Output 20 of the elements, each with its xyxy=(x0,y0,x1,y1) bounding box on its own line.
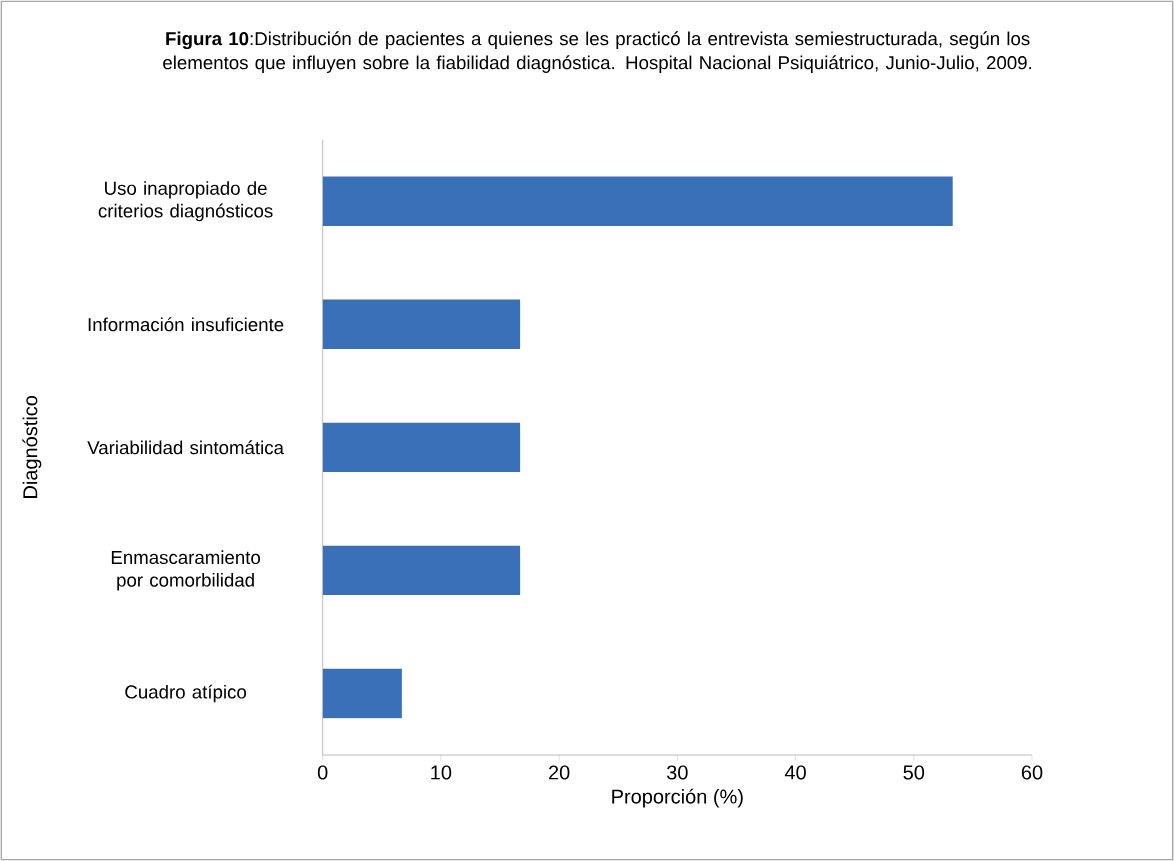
bar xyxy=(322,176,953,226)
x-tick-label: 40 xyxy=(784,765,806,780)
x-tick-label: 60 xyxy=(1021,765,1043,780)
bar xyxy=(322,422,521,473)
y-tick-label: Cuadro atípico xyxy=(125,684,247,703)
bar xyxy=(322,545,521,596)
y-tick-label: Información insuficiente xyxy=(88,317,284,332)
x-tick-label: 20 xyxy=(548,765,570,780)
bar xyxy=(322,668,402,719)
x-tick-label: 50 xyxy=(903,765,925,780)
y-tick-label: Variabilidad sintomática xyxy=(87,440,284,455)
x-tick-label: 0 xyxy=(317,765,328,780)
x-tick-label: 30 xyxy=(666,765,688,780)
x-tick-label: 10 xyxy=(431,765,452,780)
chart-title: Figura 10:Distribución de pacientes a quienes se les practicó la entrevista semiestructurada, según los elementos que influyen sobre la fiabilidad diagnóstica. Hospital Nacional Psiquiátrico, Junio-Julio, 2009. xyxy=(163,31,1032,73)
y-tick-label: Uso inapropiado de criterios diagnósticos xyxy=(98,181,273,222)
y-tick-label: Enmascaramiento por comorbilidad xyxy=(111,550,261,591)
bar xyxy=(322,299,521,349)
y-axis-title: Diagnóstico xyxy=(22,395,42,498)
x-axis-title: Proporción (%) xyxy=(612,788,743,808)
